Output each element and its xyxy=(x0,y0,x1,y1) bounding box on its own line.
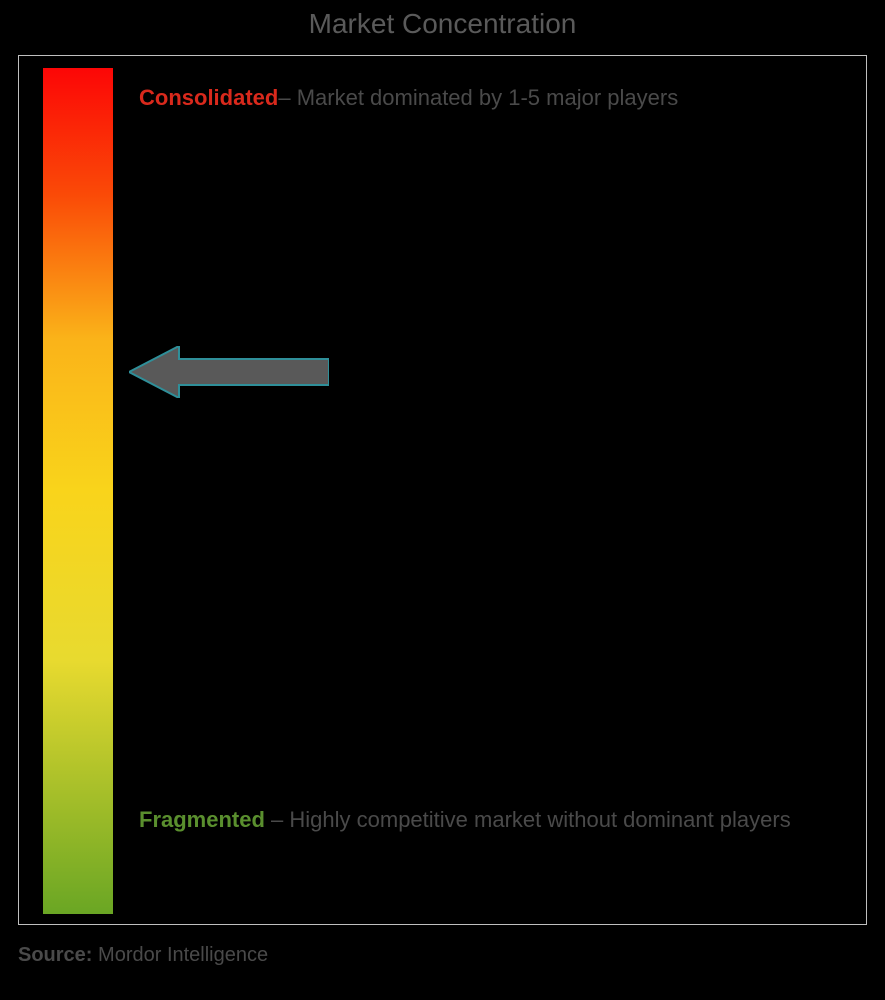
fragmented-label: Fragmented – Highly competitive market w… xyxy=(139,794,839,847)
fragmented-rest: – Highly competitive market without domi… xyxy=(265,807,791,832)
source-label: Source: xyxy=(18,944,92,966)
indicator-arrow xyxy=(129,346,329,398)
gradient-scale-bar xyxy=(43,68,113,914)
consolidated-rest: – Market dominated by 1-5 major players xyxy=(278,85,678,110)
chart-frame: Consolidated– Market dominated by 1-5 ma… xyxy=(18,55,867,925)
chart-title: Market Concentration xyxy=(0,8,885,40)
source-value: Mordor Intelligence xyxy=(98,944,268,966)
fragmented-keyword: Fragmented xyxy=(139,807,265,832)
consolidated-keyword: Consolidated xyxy=(139,85,278,110)
source-line: Source: Mordor Intelligence xyxy=(18,944,268,967)
consolidated-label: Consolidated– Market dominated by 1-5 ma… xyxy=(139,72,839,125)
